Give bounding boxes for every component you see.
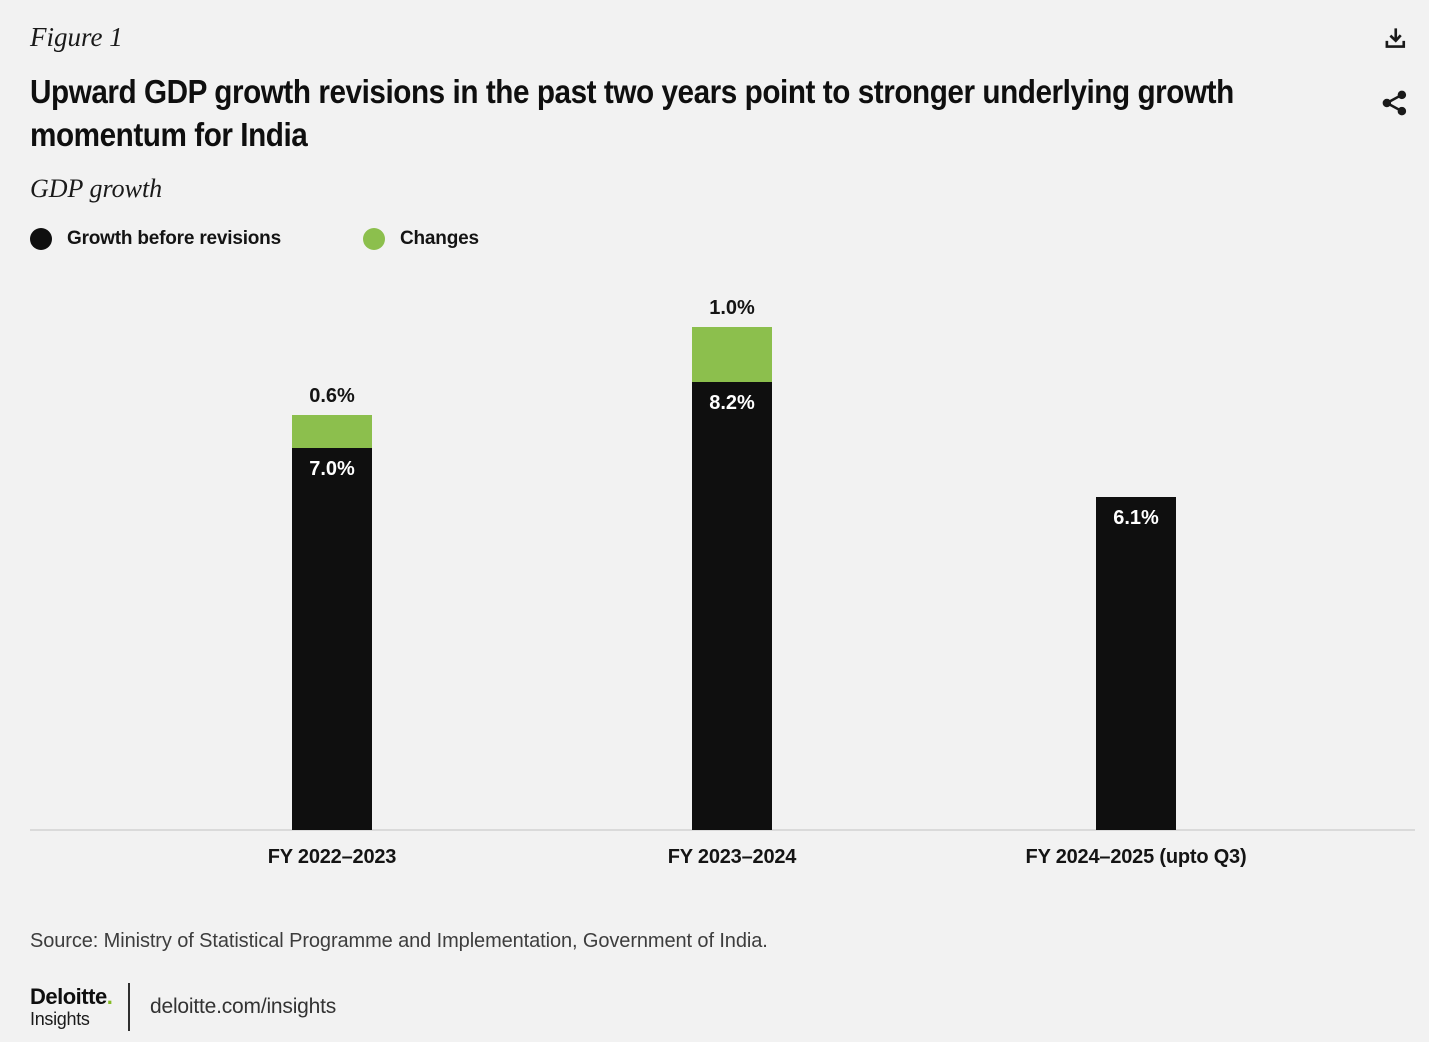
- legend-item-growth-before-revisions: Growth before revisions: [30, 228, 363, 250]
- share-icon: [1382, 90, 1407, 116]
- bar-value-label: 8.2%: [709, 392, 755, 414]
- page-title: Upward GDP growth revisions in the past …: [30, 73, 1234, 153]
- x-axis-label: FY 2023–2024: [667, 846, 797, 868]
- bar-change-label: 1.0%: [709, 297, 755, 319]
- legend-item-changes: Changes: [363, 228, 479, 250]
- chart-legend: Growth before revisions Changes: [30, 228, 479, 250]
- share-button[interactable]: [1378, 86, 1412, 120]
- legend-dot-black: [30, 228, 52, 250]
- bar-change-label: 0.6%: [309, 385, 355, 407]
- bar-growth-before-revisions: [292, 448, 372, 830]
- x-axis-label: FY 2022–2023: [267, 846, 397, 868]
- deloitte-insights-logo[interactable]: Deloitte. Insights: [30, 984, 128, 1030]
- footer-link[interactable]: deloitte.com/insights: [150, 995, 337, 1018]
- x-axis-line: [30, 829, 1415, 831]
- download-icon: [1385, 28, 1406, 48]
- brand-name: Deloitte.: [30, 984, 113, 1009]
- brand-sub: Insights: [30, 1009, 90, 1029]
- bar-changes: [292, 415, 372, 448]
- figure-label: Figure 1: [30, 22, 123, 52]
- legend-label: Growth before revisions: [67, 228, 281, 249]
- bar-growth-before-revisions: [1096, 497, 1176, 830]
- legend-dot-green: [363, 228, 385, 250]
- bar-growth-before-revisions: [692, 382, 772, 830]
- x-axis-label: FY 2024–2025 (upto Q3): [1025, 846, 1247, 868]
- brand-green-dot: .: [106, 984, 113, 1009]
- footer: Deloitte. Insights deloitte.com/insights: [30, 983, 336, 1031]
- bar-value-label: 7.0%: [309, 458, 355, 480]
- source-note: Source: Ministry of Statistical Programm…: [30, 930, 768, 952]
- bar-changes: [692, 327, 772, 382]
- download-button[interactable]: [1378, 22, 1412, 56]
- legend-label: Changes: [400, 228, 479, 249]
- bar-value-label: 6.1%: [1113, 507, 1159, 529]
- footer-divider: [128, 983, 130, 1031]
- chart-subtitle: GDP growth: [30, 174, 163, 203]
